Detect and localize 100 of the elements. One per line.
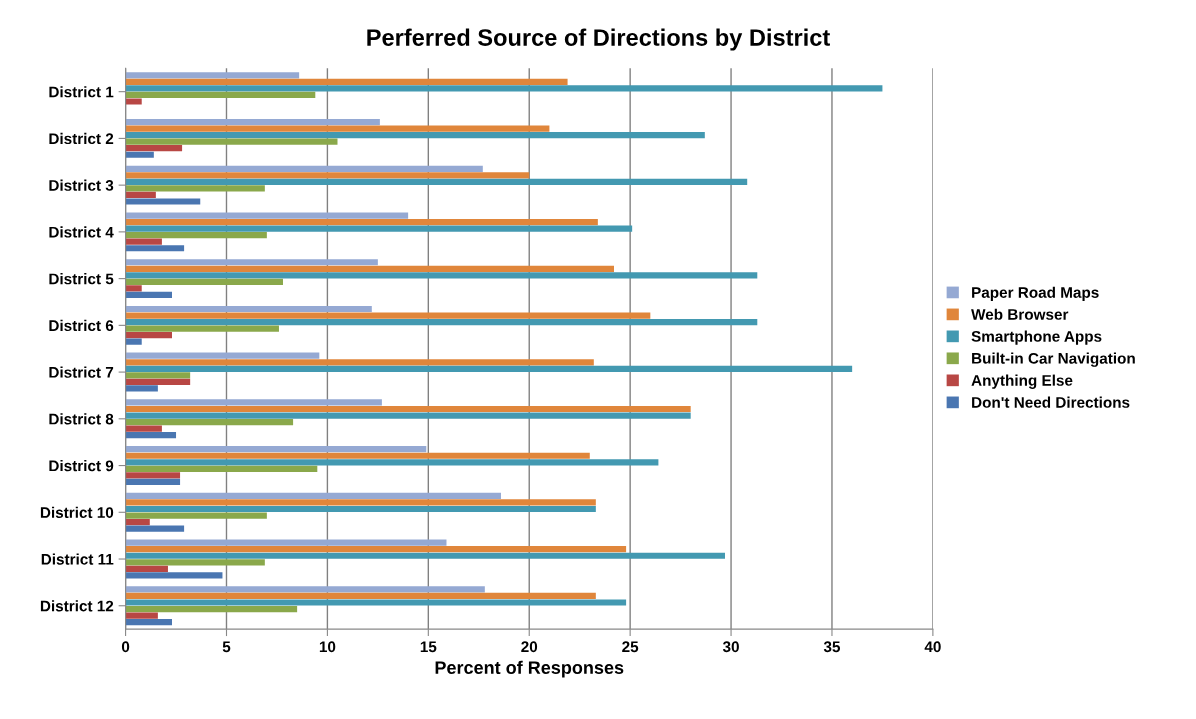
bar [125, 418, 294, 426]
bar [125, 132, 705, 139]
bar [125, 352, 320, 359]
bar [125, 552, 725, 559]
bar [125, 272, 758, 279]
bar [125, 612, 158, 619]
bar [125, 432, 177, 439]
y-tick-label: District 12 [40, 600, 114, 612]
legend-label: Built-in Car Navigation [972, 352, 1135, 367]
legend-label: Smartphone Apps [971, 330, 1102, 345]
bar [125, 425, 162, 432]
bar [125, 332, 172, 339]
bar [125, 512, 267, 519]
bar [125, 305, 372, 313]
bar [125, 385, 158, 392]
bar [125, 472, 181, 479]
x-axis-title: Percent of Responses [435, 660, 624, 678]
bar [125, 405, 691, 413]
bar [125, 238, 162, 245]
bar [125, 565, 168, 572]
bar [125, 225, 633, 232]
bar [125, 559, 265, 566]
x-tick-label: 35 [823, 641, 841, 653]
y-tick-label: District 10 [40, 506, 114, 518]
bar [125, 118, 380, 126]
bar [125, 72, 300, 79]
bar [125, 212, 409, 219]
bar [125, 198, 201, 205]
bar [125, 78, 568, 85]
bar [125, 446, 427, 453]
x-tick-label: 15 [420, 641, 437, 653]
legend-label: Paper Road Maps [972, 286, 1099, 301]
bar [125, 98, 142, 105]
bar [125, 91, 316, 99]
bar [125, 599, 627, 606]
bar [125, 412, 691, 419]
bar [125, 452, 590, 459]
x-tick-label: 10 [319, 641, 336, 653]
bar [125, 605, 298, 613]
bar [125, 539, 447, 546]
bar [125, 572, 223, 579]
bar [125, 546, 627, 553]
bar [125, 505, 596, 513]
y-tick-label: District 9 [49, 460, 114, 472]
bar [125, 399, 382, 406]
y-tick-label: District 7 [49, 366, 114, 378]
bar [125, 125, 550, 132]
bar [125, 259, 378, 266]
bar [125, 218, 598, 226]
bar [125, 145, 183, 152]
x-tick-label: 5 [222, 641, 231, 653]
bar [125, 359, 594, 366]
y-tick-label: District 1 [49, 86, 114, 98]
bar [125, 478, 181, 486]
y-tick-label: District 2 [49, 132, 114, 145]
x-tick-label: 40 [924, 641, 941, 653]
legend-label: Don't Need Directions [972, 396, 1130, 408]
bar [125, 318, 758, 326]
legend-label: Anything Else [971, 374, 1073, 389]
y-tick-label: District 6 [49, 319, 114, 332]
y-tick-label: District 8 [49, 413, 114, 425]
bar [125, 619, 172, 626]
bar [125, 291, 172, 299]
bar [125, 85, 883, 92]
bar [125, 312, 651, 319]
bar [125, 492, 501, 500]
bar [125, 165, 483, 172]
bar [125, 525, 185, 532]
x-tick-label: 25 [622, 641, 639, 653]
legend-label: Web Browser [971, 308, 1069, 320]
bar [125, 178, 748, 185]
bar [125, 338, 142, 345]
bar [125, 138, 338, 145]
bar [125, 285, 142, 292]
chart-title: Perferred Source of Directions by District [367, 28, 830, 51]
bar [125, 278, 283, 285]
bar [125, 325, 279, 332]
y-tick-label: District 5 [49, 273, 114, 285]
bar [125, 151, 154, 158]
bar [125, 586, 485, 593]
bar [125, 378, 191, 385]
bar [125, 185, 265, 192]
y-tick-label: District 11 [41, 553, 114, 565]
bar [125, 172, 530, 179]
x-tick-label: 20 [521, 641, 538, 653]
x-tick-label: 0 [121, 641, 130, 653]
bar [125, 372, 191, 379]
y-tick-label: District 3 [49, 179, 114, 191]
bar [125, 499, 596, 506]
y-tick-label: District 4 [49, 226, 114, 238]
x-tick-label: 30 [722, 641, 739, 653]
bar [125, 191, 156, 199]
bar [125, 518, 150, 526]
bar [125, 232, 267, 239]
bar [125, 592, 596, 600]
bar [125, 365, 853, 372]
bar [125, 459, 659, 466]
bar [125, 265, 614, 272]
bar [125, 245, 185, 252]
bar [125, 465, 318, 472]
